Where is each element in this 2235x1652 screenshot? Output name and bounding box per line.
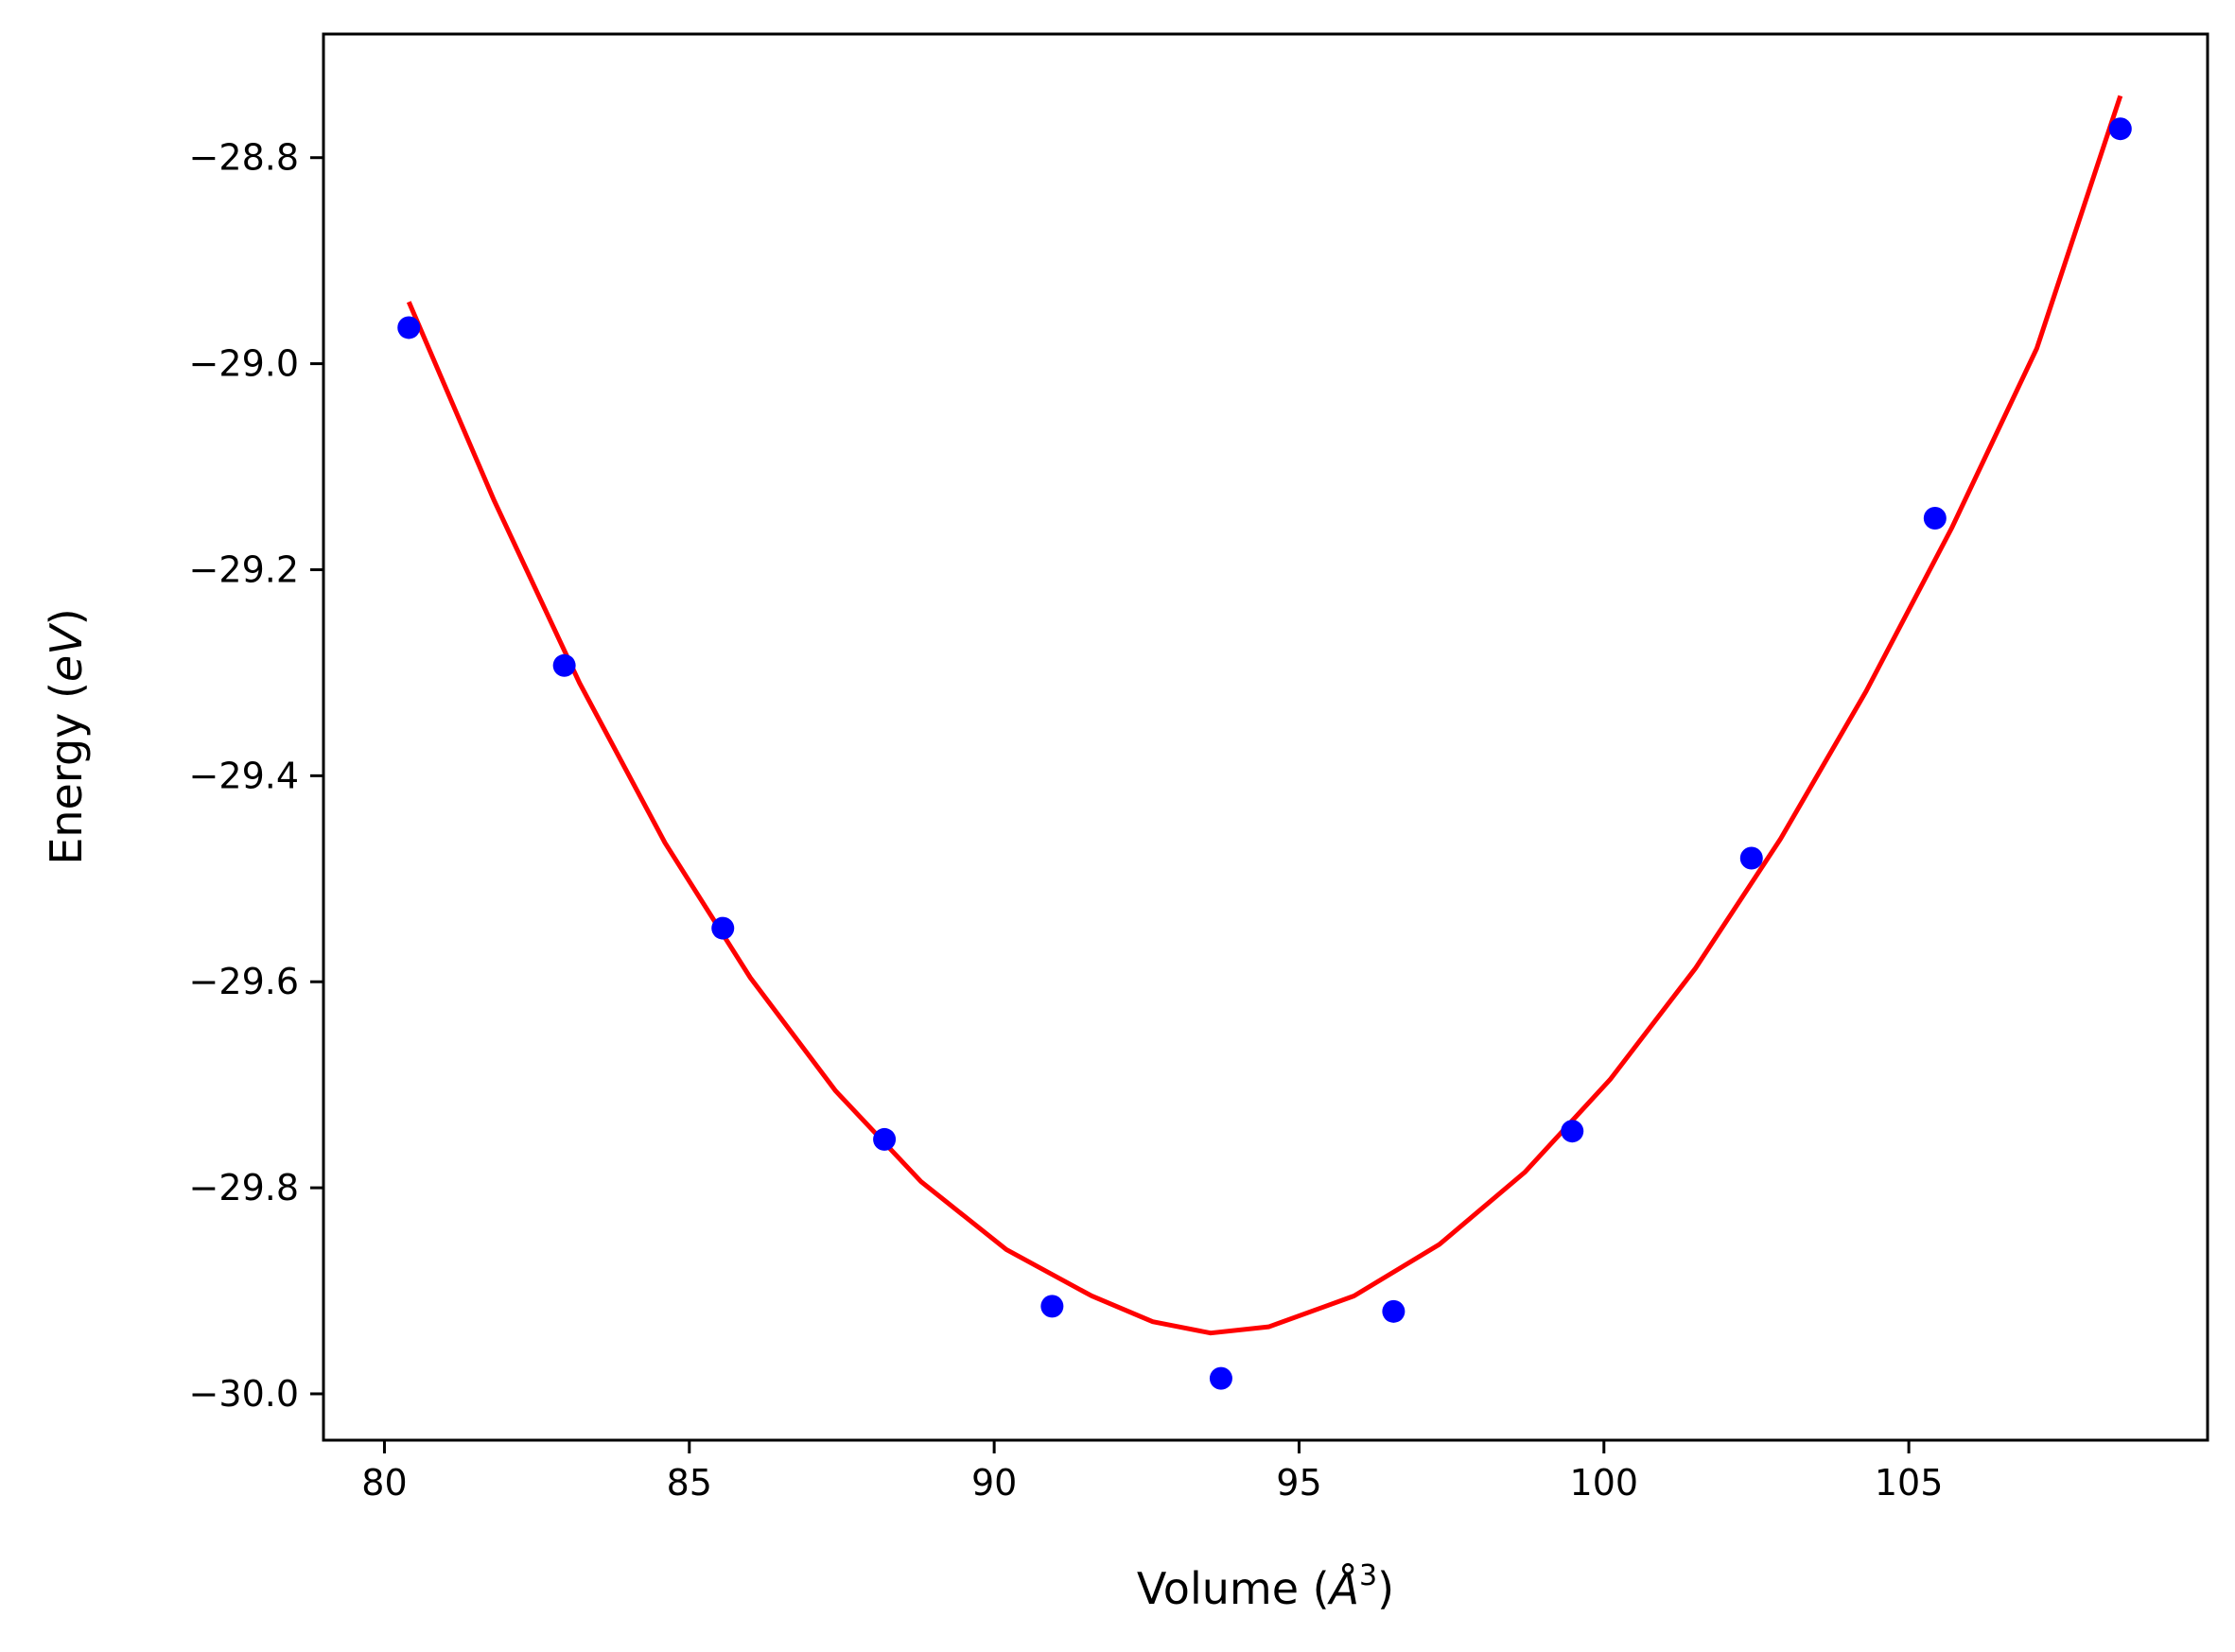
y-tick-label: −29.4: [189, 755, 299, 796]
data-point: [1382, 1299, 1406, 1323]
y-axis-label: Energy (eV): [41, 608, 92, 864]
x-tick-label: 90: [971, 1462, 1017, 1504]
x-tick-label: 85: [667, 1462, 712, 1504]
data-point: [1209, 1366, 1232, 1390]
data-point: [711, 916, 735, 940]
y-tick-label: −29.0: [189, 343, 299, 385]
x-tick-label: 95: [1276, 1462, 1321, 1504]
x-axis: 80 85 90 95 100 105: [361, 1440, 1943, 1504]
y-axis-label-prefix: Energy (: [41, 682, 92, 865]
x-axis-label-prefix: Volume (: [1137, 1563, 1330, 1614]
y-tick-label: −29.8: [189, 1167, 299, 1209]
x-axis-label-unit: Å: [1327, 1563, 1359, 1614]
plot-area: [397, 95, 2132, 1390]
x-tick-label: 100: [1570, 1462, 1639, 1504]
x-axis-label-suffix: ): [1377, 1563, 1394, 1614]
y-axis-label-unit: eV: [41, 622, 92, 682]
plot-frame: [322, 32, 2209, 1442]
x-tick-label: 105: [1875, 1462, 1944, 1504]
fit-curve: [406, 95, 2123, 1336]
data-point: [1923, 507, 1947, 530]
y-tick-label: −29.6: [189, 961, 299, 1002]
data-point: [552, 653, 576, 677]
data-point: [873, 1127, 897, 1151]
data-point: [1561, 1120, 1584, 1143]
y-axis-label-suffix: ): [41, 608, 92, 625]
data-point: [397, 316, 421, 339]
y-tick-label: −29.2: [189, 548, 299, 590]
x-tick-label: 80: [361, 1462, 407, 1504]
x-axis-label-power: 3: [1359, 1559, 1377, 1592]
data-point: [1040, 1295, 1064, 1318]
y-tick-label: −28.8: [189, 137, 299, 179]
y-axis: −28.8 −29.0 −29.2 −29.4 −29.6 −29.8 −30.0: [189, 137, 323, 1415]
data-point: [1739, 846, 1763, 870]
y-tick-label: −30.0: [189, 1373, 299, 1415]
x-axis-label: Volume (Å3): [1137, 1559, 1394, 1614]
data-point: [2108, 117, 2132, 141]
